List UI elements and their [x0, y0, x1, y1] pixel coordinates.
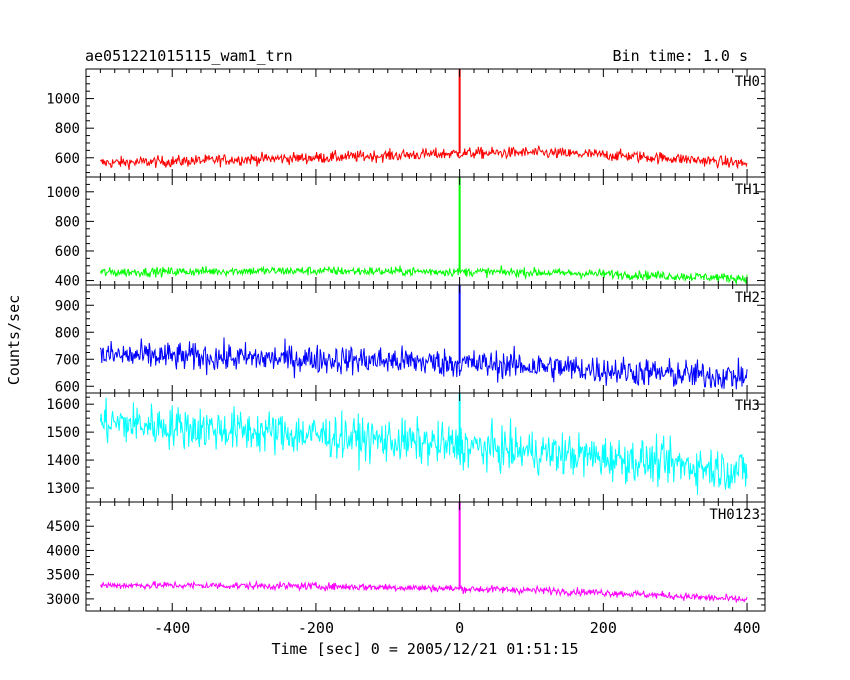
- y-axis-label: Counts/sec: [5, 295, 23, 385]
- y-tick-label: 800: [55, 121, 80, 137]
- panel-th2: 600 700 800 900 TH2: [55, 284, 766, 395]
- y-tick-label: 1600: [46, 397, 80, 413]
- panel-th0123: 3000 3500 4000 4500 TH0123: [46, 501, 766, 612]
- series-line-th3: [99, 397, 748, 495]
- y-tick-label: 600: [55, 379, 80, 395]
- x-tick-label: 200: [590, 619, 617, 637]
- panel-label-th0: TH0: [735, 74, 760, 90]
- series-line-th0123: [99, 579, 748, 603]
- series-line-th0: [100, 145, 748, 170]
- panel-frame: [85, 68, 766, 178]
- series-line-th1: [99, 265, 748, 285]
- x-tick-label: -200: [298, 619, 334, 637]
- y-tick-label: 4500: [46, 519, 80, 535]
- x-axis-label: Time [sec] 0 = 2005/12/21 01:51:15: [271, 640, 578, 658]
- y-tick-label: 600: [55, 151, 80, 167]
- y-tick-label: 800: [55, 325, 80, 341]
- panel-label-th0123: TH0123: [709, 507, 760, 523]
- y-tick-label: 700: [55, 352, 80, 368]
- panel-th1: 400 600 800 1000 TH1: [46, 176, 766, 290]
- chart-title: ae051221015115_wam1_trn: [85, 47, 293, 65]
- y-tick-label: 3500: [46, 568, 80, 584]
- x-tick-label: 400: [733, 619, 760, 637]
- y-tick-label: 1000: [46, 185, 80, 201]
- y-tick-label: 1500: [46, 425, 80, 441]
- panel-frame: [85, 176, 766, 286]
- y-tick-label: 800: [55, 214, 80, 230]
- panel-label-th2: TH2: [735, 290, 760, 306]
- panel-th3: 1300 1400 1500 1600 TH3: [46, 392, 766, 503]
- y-tick-label: 600: [55, 244, 80, 260]
- y-tick-label: 400: [55, 274, 80, 290]
- y-tick-label: 1400: [46, 453, 80, 469]
- y-tick-label: 900: [55, 298, 80, 314]
- y-tick-label: 4000: [46, 543, 80, 559]
- x-tick-label: 0: [455, 619, 464, 637]
- chart-subtitle: Bin time: 1.0 s: [613, 47, 748, 65]
- series-line-th2: [99, 337, 748, 390]
- y-tick-label: 1000: [46, 92, 80, 108]
- panel-label-th1: TH1: [735, 182, 760, 198]
- panel-label-th3: TH3: [735, 398, 760, 414]
- y-tick-label: 3000: [46, 592, 80, 608]
- panels: 600 800 1000 TH0 400 600 800 1000 TH1 600 700 800 90…: [46, 68, 766, 637]
- y-tick-label: 1300: [46, 481, 80, 497]
- x-tick-label: -400: [154, 619, 190, 637]
- panel-th0: 600 800 1000 TH0: [46, 68, 766, 178]
